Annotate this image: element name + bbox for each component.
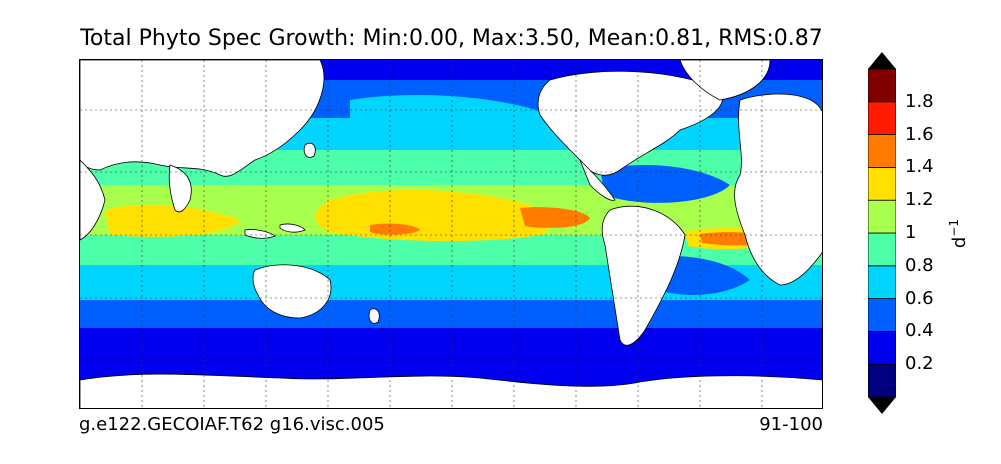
colorbar-tick-label: 0.4 bbox=[905, 320, 934, 342]
colorbar-tick-label: 1 bbox=[905, 222, 917, 243]
graticule bbox=[80, 60, 822, 408]
southern-mid-band bbox=[80, 298, 822, 328]
land-masses bbox=[80, 60, 822, 408]
colorbar-tick-label: 1.6 bbox=[905, 123, 934, 145]
colorbar-swatch bbox=[868, 167, 896, 201]
australia bbox=[252, 264, 332, 319]
colorbar bbox=[868, 52, 896, 414]
north-atlantic-gyre bbox=[600, 165, 730, 203]
japan bbox=[303, 142, 316, 158]
colorbar-tick-label: 1.4 bbox=[905, 156, 934, 178]
south-america bbox=[601, 205, 686, 346]
unit-exponent: −1 bbox=[947, 218, 962, 237]
central-pacific-peak bbox=[370, 223, 420, 235]
north-america bbox=[537, 70, 723, 176]
colorbar-tick-label: 1.8 bbox=[905, 90, 934, 112]
colorbar-swatch bbox=[868, 265, 896, 300]
colorbar-swatch bbox=[868, 101, 896, 135]
colorbar-extend-high bbox=[868, 52, 896, 69]
colorbar-tick-label: 0.6 bbox=[905, 287, 934, 309]
indonesia-2 bbox=[279, 223, 306, 233]
colorbar-swatch bbox=[868, 298, 896, 332]
unit-base: d bbox=[949, 236, 971, 249]
indonesia-1 bbox=[244, 229, 276, 239]
central-america bbox=[579, 159, 616, 201]
india bbox=[168, 164, 192, 213]
colorbar-tick-label: 0.2 bbox=[905, 353, 934, 375]
map-title: Total Phyto Spec Growth: Min:0.00, Max:3… bbox=[80, 26, 823, 51]
colorbar-tick-label: 0.8 bbox=[905, 254, 934, 276]
antarctica bbox=[80, 373, 822, 408]
north-pacific-cyan bbox=[350, 95, 550, 129]
colorbar-swatch bbox=[868, 330, 896, 365]
colorbar-swatch bbox=[868, 199, 896, 234]
indian-ocean-high bbox=[105, 204, 240, 237]
year-range-label: 91-100 bbox=[759, 414, 823, 435]
eurasia bbox=[80, 60, 325, 177]
colorbar-swatch bbox=[868, 363, 896, 398]
east-pacific-peak bbox=[520, 207, 590, 228]
colorbar-swatch bbox=[868, 232, 896, 267]
greenland bbox=[679, 60, 771, 101]
colorbar-swatch bbox=[868, 134, 896, 168]
global-map bbox=[79, 59, 823, 409]
map-canvas bbox=[80, 60, 822, 408]
europe-africa-east bbox=[734, 93, 822, 286]
colorbar-extend-low bbox=[868, 397, 896, 414]
run-name-label: g.e122.GECOIAF.T62 g16.visc.005 bbox=[79, 414, 385, 435]
colorbar-unit-label: d−1 bbox=[947, 219, 970, 248]
colorbar-tick-label: 1.2 bbox=[905, 189, 934, 211]
colorbar-swatch bbox=[868, 68, 896, 103]
africa-west-edge bbox=[80, 159, 106, 241]
new-zealand bbox=[368, 308, 380, 324]
